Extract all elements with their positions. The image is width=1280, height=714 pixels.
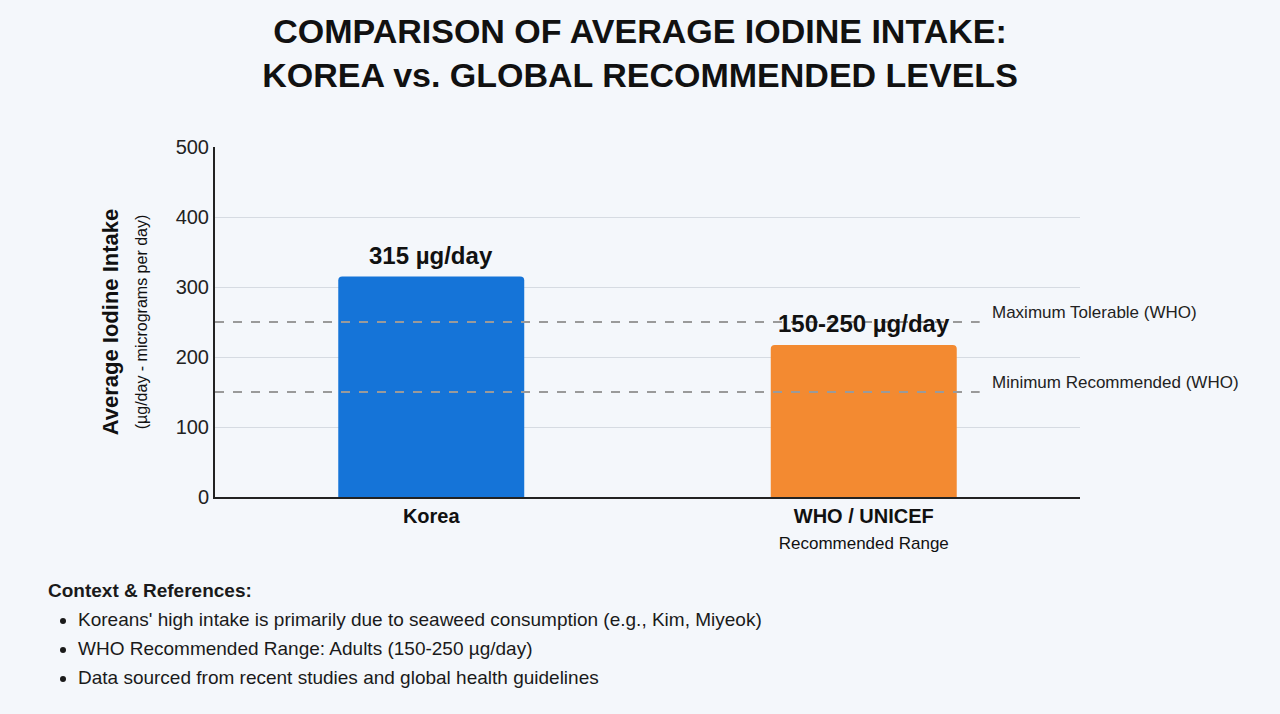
svg-text:0: 0 [198, 486, 209, 508]
svg-text:Korea: Korea [403, 505, 461, 527]
html-text:Data sourced from recent studi: Data sourced from recent studies and glo… [78, 667, 599, 688]
svg-text:315 µg/day: 315 µg/day [369, 242, 493, 269]
svg-text:COMPARISON OF AVERAGE IODINE I: COMPARISON OF AVERAGE IODINE INTAKE:KORE… [262, 12, 1018, 94]
svg-text:200: 200 [176, 346, 209, 368]
svg-text:WHO / UNICEFRecommended Range: WHO / UNICEFRecommended Range [779, 505, 949, 553]
svg-text:300: 300 [176, 276, 209, 298]
svg-text:Minimum Recommended (WHO): Minimum Recommended (WHO) [992, 373, 1239, 392]
svg-text:Average Iodine Intake(µg/day -: Average Iodine Intake(µg/day - microgram… [98, 209, 150, 436]
svg-text:500: 500 [176, 136, 209, 158]
svg-text:400: 400 [176, 206, 209, 228]
svg-text:100: 100 [176, 416, 209, 438]
svg-text:150-250 µg/day: 150-250 µg/day [778, 310, 950, 337]
svg-text:Maximum Tolerable (WHO): Maximum Tolerable (WHO) [992, 303, 1197, 322]
html-text:WHO Recommended Range: Adults: WHO Recommended Range: Adults (150-250 µ… [78, 638, 533, 659]
html-text:Koreans' high intake is primar: Koreans' high intake is primarily due to… [78, 609, 762, 630]
html-text:Context & References:: Context & References: [48, 580, 252, 601]
